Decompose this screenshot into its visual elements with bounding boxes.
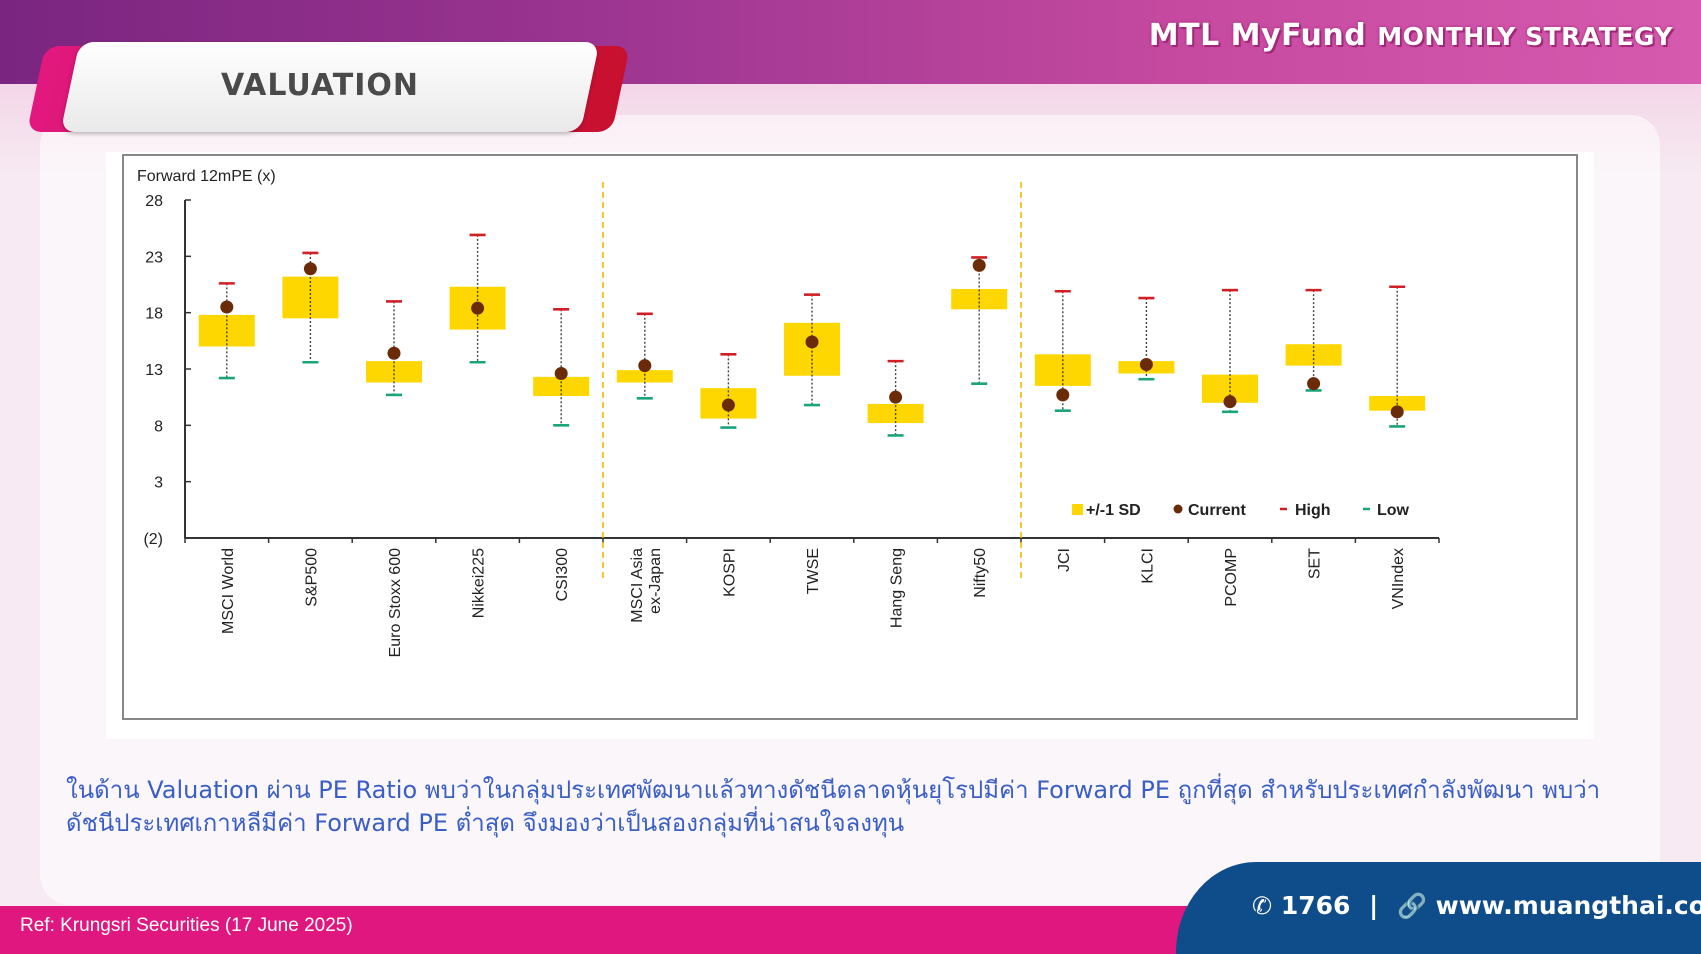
x-tick-label-group: Euro Stoxx 600 [387, 548, 404, 658]
x-tick-label-group: CSI300 [554, 548, 571, 601]
plot-frame [122, 154, 1578, 720]
x-tick-label: MSCI World [220, 548, 237, 634]
x-tick-label: Hang Seng [889, 548, 906, 628]
group-dividers [602, 182, 1022, 582]
phone-icon: ✆ [1252, 892, 1273, 920]
pe-chart: Forward 12mPE (x) 28 23 18 13 8 3 (2) MSCI Wor… [122, 154, 1578, 720]
y-tick-label: 28 [145, 193, 163, 210]
y-tick-label: (2) [143, 531, 163, 548]
current-point [1139, 357, 1153, 371]
y-tick-label: 13 [145, 362, 163, 379]
x-tick-label-group: JCI [1056, 548, 1073, 572]
phone-number[interactable]: 1766 [1280, 891, 1351, 920]
reference-text: Ref: Krungsri Securities (17 June 2025) [20, 915, 353, 936]
current-point [1056, 388, 1070, 402]
legend-current-label: Current [1188, 502, 1246, 519]
current-point [303, 262, 317, 276]
x-tick-label-group: Nikkei225 [471, 548, 488, 618]
current-point [889, 390, 903, 404]
chart-title: Forward 12mPE (x) [137, 168, 276, 185]
section-title: VALUATION [220, 68, 419, 103]
x-tick-label: PCOMP [1223, 548, 1240, 607]
legend-sd-label: +/-1 SD [1086, 502, 1141, 519]
x-tick-label: ex-Japan [647, 548, 664, 614]
x-tick-label: S&P500 [303, 548, 320, 607]
x-tick-label-group: Hang Seng [889, 548, 906, 628]
current-point [1307, 377, 1321, 391]
x-tick-label: Nikkei225 [471, 548, 488, 618]
brand-logo-text: MTL MyFund MONTHLY STRATEGY [1149, 18, 1673, 53]
x-tick-label-group: PCOMP [1223, 548, 1240, 607]
chart-marks [198, 233, 1426, 437]
x-tick-label: TWSE [805, 548, 822, 594]
contact-separator: | [1369, 891, 1379, 920]
current-point [972, 258, 986, 272]
current-point [1390, 405, 1404, 419]
x-tick-label-group: KLCI [1139, 548, 1156, 584]
x-tick-label-group: S&P500 [303, 548, 320, 607]
x-tick-label: SET [1307, 548, 1324, 579]
current-point [638, 359, 652, 373]
x-tick-label-group: Nifty50 [972, 548, 989, 598]
current-point [721, 398, 735, 412]
current-point [1223, 395, 1237, 409]
y-tick-label: 8 [154, 418, 163, 435]
x-tick-label: JCI [1056, 548, 1073, 572]
y-axis: 28 23 18 13 8 3 (2) [143, 193, 191, 548]
brand-sub: MONTHLY STRATEGY [1377, 22, 1673, 51]
contact-info: ✆ 1766 | 🔗 www.muangthai.co.th [1252, 891, 1701, 920]
x-tick-label: KOSPI [721, 548, 738, 597]
x-tick-label-group: TWSE [805, 548, 822, 594]
x-tick-label: MSCI Asia [629, 548, 646, 623]
x-tick-label: VNIndex [1390, 548, 1407, 609]
legend-current-swatch [1173, 504, 1183, 514]
x-tick-label: Euro Stoxx 600 [387, 548, 404, 658]
contact-panel [1176, 862, 1701, 954]
website-link[interactable]: www.muangthai.co.th [1435, 891, 1701, 920]
x-tick-label-group: MSCI Asia ex-Japan [629, 548, 664, 623]
current-point [220, 300, 234, 314]
current-point [805, 335, 819, 349]
sd-box [616, 370, 673, 383]
y-tick-label: 23 [145, 249, 163, 266]
legend-sd-swatch [1072, 504, 1083, 515]
x-tick-label: CSI300 [554, 548, 571, 601]
sd-box [366, 361, 422, 383]
x-axis: MSCI World S&P500 Euro Stoxx 600 Nikkei225 C… [184, 537, 1440, 658]
x-tick-label: Nifty50 [972, 548, 989, 598]
x-tick-label-group: VNIndex [1390, 548, 1407, 609]
legend-low-label: Low [1377, 502, 1410, 519]
chart-legend: +/-1 SD Current High Low [1072, 502, 1410, 519]
x-tick-label-group: KOSPI [721, 548, 738, 597]
current-point [554, 367, 568, 381]
x-tick-label: KLCI [1139, 548, 1156, 584]
current-point [387, 346, 401, 360]
description-text: ในด้าน Valuation ผ่าน PE Ratio พบว่าในกล… [66, 776, 1601, 837]
legend-high-label: High [1295, 502, 1331, 519]
y-tick-label: 3 [154, 475, 163, 492]
y-tick-label: 18 [145, 306, 163, 323]
brand-main: MTL MyFund [1148, 18, 1367, 53]
current-point [471, 301, 485, 315]
link-icon: 🔗 [1397, 892, 1427, 920]
x-tick-label-group: SET [1307, 548, 1324, 579]
x-tick-label-group: MSCI World [220, 548, 237, 634]
chart-card: Forward 12mPE (x) 28 23 18 13 8 3 (2) MSCI Wor… [106, 152, 1594, 739]
